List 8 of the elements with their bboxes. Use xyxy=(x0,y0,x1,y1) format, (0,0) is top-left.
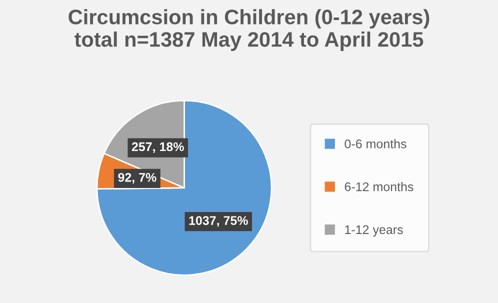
data-label: 257, 18% xyxy=(132,142,184,153)
legend-label: 6-12 months xyxy=(344,182,414,192)
chart-title: Circumcsion in Children (0-12 years) total n=1387 May 2014 to April 2015 xyxy=(68,9,430,51)
data-label: 1037, 75% xyxy=(189,216,248,227)
legend-label: 0-6 months xyxy=(344,139,406,148)
data-label: 92, 7% xyxy=(118,172,156,184)
pie-slice xyxy=(96,100,272,276)
legend-label: 1-12 years xyxy=(345,225,403,237)
